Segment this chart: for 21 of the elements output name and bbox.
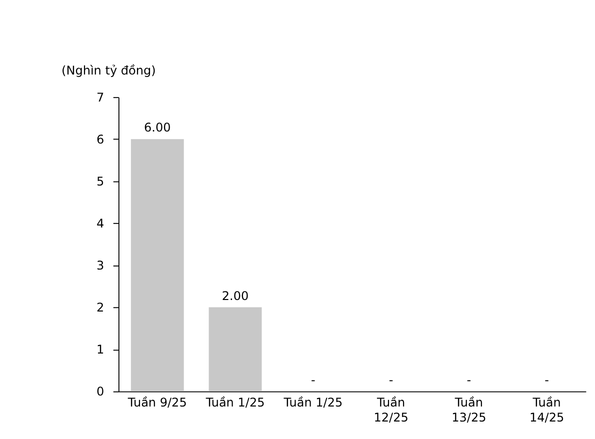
y-tick-label: 3 — [96, 258, 104, 272]
y-tick-label: 5 — [96, 174, 104, 188]
data-label: - — [310, 372, 316, 387]
y-tick-label: 0 — [96, 384, 104, 399]
x-tick-label: Tuần 12/25 — [374, 396, 408, 424]
y-tick-label: 1 — [96, 342, 104, 357]
x-tick-label: Tuần 14/25 — [529, 396, 564, 424]
data-label: - — [388, 372, 394, 387]
y-axis-title: (Nghìn tỷ đồng) — [62, 63, 156, 78]
y-tick-label: 6 — [96, 132, 104, 146]
data-label: 2.00 — [222, 288, 249, 303]
y-tick-label: 2 — [96, 300, 104, 314]
data-label: - — [466, 372, 472, 387]
x-tick-label: Tuần 1/25 — [204, 396, 265, 410]
y-tick-label: 4 — [96, 216, 104, 230]
data-label: - — [544, 372, 549, 387]
x-tick-label: Tuần 9/25 — [126, 396, 187, 410]
x-tick-label: Tuần 13/25 — [452, 396, 486, 424]
x-tick-label: Tuần 1/25 — [282, 396, 343, 410]
y-tick-label: 7 — [96, 90, 104, 104]
data-label: 6.00 — [144, 120, 171, 135]
